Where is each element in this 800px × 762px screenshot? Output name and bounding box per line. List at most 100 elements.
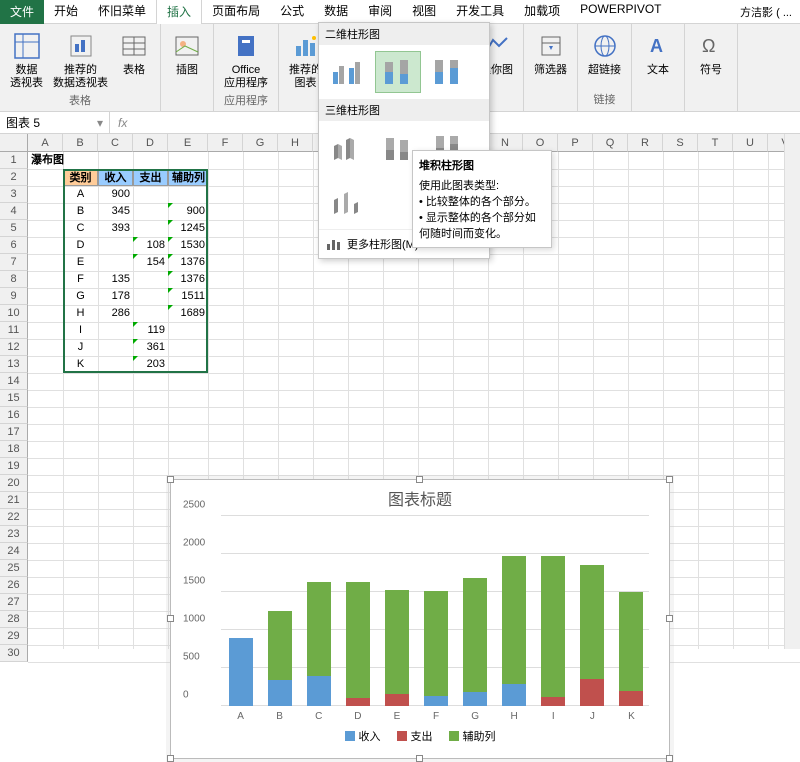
cell[interactable]: 瀑布图 bbox=[28, 152, 88, 169]
menu-tab[interactable]: 页面布局 bbox=[202, 0, 270, 25]
cell[interactable]: 类别 bbox=[63, 169, 98, 186]
row-header[interactable]: 27 bbox=[0, 594, 28, 611]
row-header[interactable]: 22 bbox=[0, 509, 28, 526]
fx-icon[interactable]: fx bbox=[110, 116, 135, 130]
column-header[interactable]: S bbox=[663, 134, 698, 152]
menu-tab[interactable]: 加载项 bbox=[514, 0, 570, 25]
row-header[interactable]: 18 bbox=[0, 441, 28, 458]
select-all-corner[interactable] bbox=[0, 134, 28, 152]
row-header[interactable]: 24 bbox=[0, 543, 28, 560]
row-header[interactable]: 7 bbox=[0, 254, 28, 271]
cell[interactable]: 393 bbox=[98, 220, 133, 237]
cell[interactable]: 1376 bbox=[168, 254, 208, 271]
row-header[interactable]: 30 bbox=[0, 645, 28, 662]
clustered-column-option[interactable] bbox=[325, 51, 371, 93]
row-header[interactable]: 3 bbox=[0, 186, 28, 203]
cell[interactable]: 203 bbox=[133, 356, 168, 373]
hyperlink-button[interactable]: 超链接 bbox=[584, 28, 625, 79]
cell[interactable]: 135 bbox=[98, 271, 133, 288]
tab-file[interactable]: 文件 bbox=[0, 0, 44, 24]
row-header[interactable]: 15 bbox=[0, 390, 28, 407]
row-header[interactable]: 10 bbox=[0, 305, 28, 322]
cell[interactable]: F bbox=[63, 271, 98, 288]
cell[interactable]: 1511 bbox=[168, 288, 208, 305]
row-header[interactable]: 5 bbox=[0, 220, 28, 237]
cell[interactable]: D bbox=[63, 237, 98, 254]
cell[interactable]: 345 bbox=[98, 203, 133, 220]
cell[interactable]: 支出 bbox=[133, 169, 168, 186]
illustrations-button[interactable]: 插图 bbox=[167, 28, 207, 79]
cell[interactable]: 1376 bbox=[168, 271, 208, 288]
cell[interactable]: 286 bbox=[98, 305, 133, 322]
menu-tab[interactable]: 开始 bbox=[44, 0, 88, 25]
column-header[interactable]: C bbox=[98, 134, 133, 152]
cell[interactable]: G bbox=[63, 288, 98, 305]
row-header[interactable]: 23 bbox=[0, 526, 28, 543]
column-header[interactable]: U bbox=[733, 134, 768, 152]
column-header[interactable]: R bbox=[628, 134, 663, 152]
row-header[interactable]: 17 bbox=[0, 424, 28, 441]
name-box[interactable]: 图表 5▾ bbox=[0, 112, 110, 133]
cell[interactable]: B bbox=[63, 203, 98, 220]
column-header[interactable]: G bbox=[243, 134, 278, 152]
3d-clustered-option[interactable] bbox=[325, 127, 371, 169]
row-header[interactable]: 14 bbox=[0, 373, 28, 390]
chart-title[interactable]: 图表标题 bbox=[171, 480, 669, 512]
3d-column-option[interactable] bbox=[325, 181, 371, 223]
column-header[interactable]: D bbox=[133, 134, 168, 152]
row-header[interactable]: 12 bbox=[0, 339, 28, 356]
row-header[interactable]: 6 bbox=[0, 237, 28, 254]
cell[interactable]: 900 bbox=[98, 186, 133, 203]
vertical-scrollbar[interactable] bbox=[784, 134, 800, 649]
cell[interactable]: 178 bbox=[98, 288, 133, 305]
user-label[interactable]: 方洁影 ( ... bbox=[732, 0, 800, 24]
cell[interactable]: H bbox=[63, 305, 98, 322]
row-header[interactable]: 11 bbox=[0, 322, 28, 339]
embedded-chart[interactable]: 图表标题 05001000150020002500ABCDEFGHIJK 收入 … bbox=[170, 479, 670, 759]
cell[interactable]: 1689 bbox=[168, 305, 208, 322]
row-header[interactable]: 16 bbox=[0, 407, 28, 424]
row-header[interactable]: 4 bbox=[0, 203, 28, 220]
office-apps-button[interactable]: Office 应用程序 bbox=[220, 28, 272, 92]
row-header[interactable]: 2 bbox=[0, 169, 28, 186]
menu-tab[interactable]: 插入 bbox=[156, 0, 202, 25]
column-header[interactable]: F bbox=[208, 134, 243, 152]
column-header[interactable]: H bbox=[278, 134, 313, 152]
row-header[interactable]: 29 bbox=[0, 628, 28, 645]
cell[interactable]: 1530 bbox=[168, 237, 208, 254]
row-header[interactable]: 19 bbox=[0, 458, 28, 475]
column-header[interactable]: T bbox=[698, 134, 733, 152]
menu-tab[interactable]: 怀旧菜单 bbox=[88, 0, 156, 25]
cell[interactable]: J bbox=[63, 339, 98, 356]
row-header[interactable]: 13 bbox=[0, 356, 28, 373]
cell[interactable]: 收入 bbox=[98, 169, 133, 186]
menu-tab[interactable]: POWERPIVOT bbox=[570, 0, 671, 25]
cell[interactable]: 辅助列 bbox=[168, 169, 208, 186]
chart-plot-area[interactable]: 05001000150020002500ABCDEFGHIJK bbox=[221, 516, 649, 706]
cell[interactable]: K bbox=[63, 356, 98, 373]
row-header[interactable]: 20 bbox=[0, 475, 28, 492]
stacked-column-option[interactable] bbox=[375, 51, 421, 93]
row-header[interactable]: 9 bbox=[0, 288, 28, 305]
row-header[interactable]: 26 bbox=[0, 577, 28, 594]
row-header[interactable]: 25 bbox=[0, 560, 28, 577]
cell[interactable]: 900 bbox=[168, 203, 208, 220]
row-header[interactable]: 28 bbox=[0, 611, 28, 628]
cell[interactable]: A bbox=[63, 186, 98, 203]
cell[interactable]: C bbox=[63, 220, 98, 237]
cell[interactable]: 1245 bbox=[168, 220, 208, 237]
menu-tab[interactable]: 公式 bbox=[270, 0, 314, 25]
cell[interactable]: 154 bbox=[133, 254, 168, 271]
symbol-button[interactable]: Ω符号 bbox=[691, 28, 731, 79]
cell[interactable]: I bbox=[63, 322, 98, 339]
pivot-table-button[interactable]: 数据 透视表 bbox=[6, 28, 47, 92]
column-header[interactable]: P bbox=[558, 134, 593, 152]
filter-button[interactable]: 筛选器 bbox=[530, 28, 571, 79]
cell[interactable]: 361 bbox=[133, 339, 168, 356]
column-header[interactable]: E bbox=[168, 134, 208, 152]
100pct-stacked-option[interactable] bbox=[425, 51, 471, 93]
cell[interactable]: 108 bbox=[133, 237, 168, 254]
column-header[interactable]: B bbox=[63, 134, 98, 152]
row-header[interactable]: 1 bbox=[0, 152, 28, 169]
cell[interactable]: 119 bbox=[133, 322, 168, 339]
